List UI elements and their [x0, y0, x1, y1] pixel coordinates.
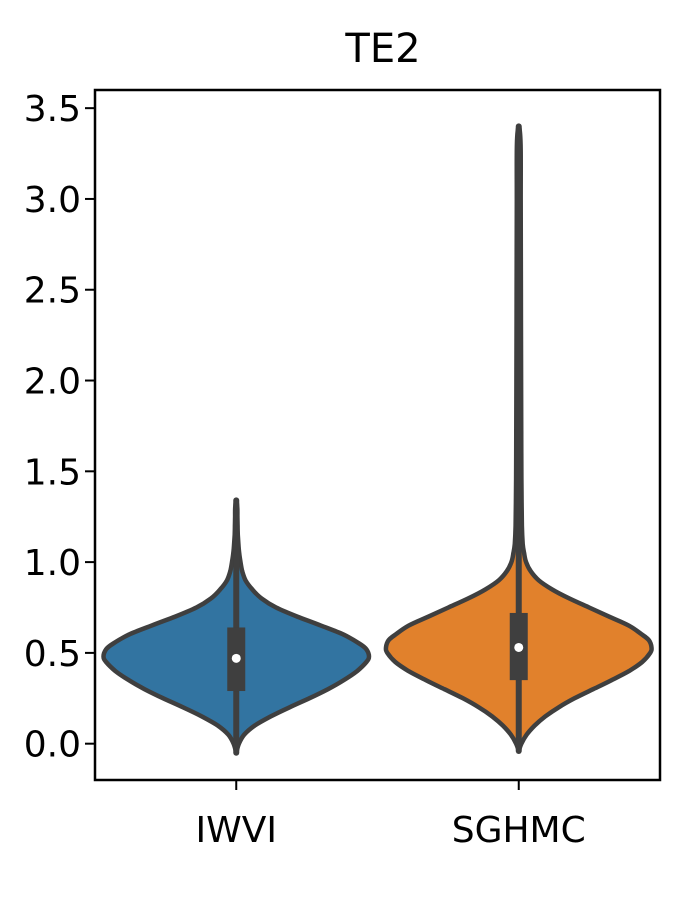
- y-tick-label: 2.5: [24, 271, 81, 312]
- y-tick-label: 3.5: [24, 89, 81, 130]
- y-tick-label: 1.5: [24, 452, 81, 493]
- y-tick-label: 0.0: [24, 725, 81, 766]
- median-marker: [231, 653, 241, 663]
- y-tick-label: 0.5: [24, 634, 81, 675]
- violins-layer: [101, 123, 654, 756]
- chart-title: TE2: [344, 26, 420, 72]
- x-tick-label: IWVI: [196, 810, 277, 851]
- y-axis: 0.0 0.5 1.0 1.5 2.0 2.5 3.0 3.5: [24, 89, 95, 766]
- y-tick-label: 2.0: [24, 362, 81, 403]
- x-axis: IWVI SGHMC: [196, 780, 586, 851]
- y-tick-label: 3.0: [24, 180, 81, 221]
- plot-frame: [93, 88, 662, 782]
- median-marker: [514, 642, 524, 652]
- y-tick-label: 1.0: [24, 543, 81, 584]
- x-tick-label: SGHMC: [452, 810, 586, 851]
